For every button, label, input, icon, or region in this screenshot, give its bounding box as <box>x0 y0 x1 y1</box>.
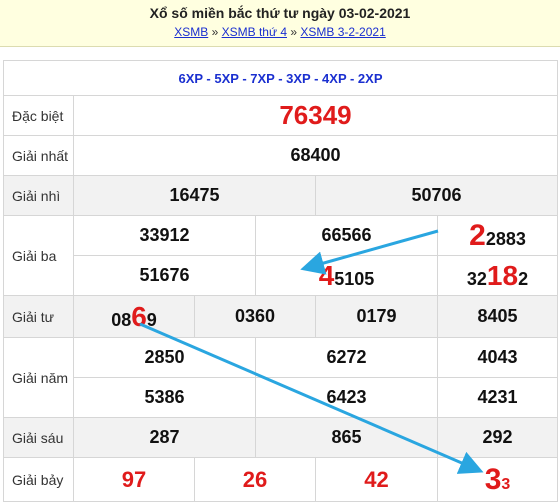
breadcrumb-xsmb-thu-4[interactable]: XSMB thứ 4 <box>221 25 287 39</box>
prize-number: 292 <box>437 417 558 458</box>
prize-number: 68400 <box>73 135 558 176</box>
prize-number: 97 <box>73 457 195 502</box>
breadcrumb-xsmb[interactable]: XSMB <box>174 25 209 39</box>
prize-number: 0360 <box>194 295 316 338</box>
prize-number-highlight: 32182 <box>437 255 558 296</box>
prize-label: Giải nhì <box>3 175 74 216</box>
highlight-digits: 18 <box>486 259 519 291</box>
prize-number: 51676 <box>73 255 256 296</box>
highlight-digit: 3 <box>484 462 502 496</box>
highlight-digit: 4 <box>318 259 335 291</box>
prize-row-dac-biet: Đặc biệt 76349 <box>3 95 558 136</box>
prize-row-nam-1: Giải năm 2850 6272 4043 <box>3 337 558 418</box>
codes-row: 6XP - 5XP - 7XP - 3XP - 4XP - 2XP <box>3 60 558 96</box>
prize-row-sau: Giải sáu 287 865 292 <box>3 417 558 458</box>
prize-number: 0179 <box>315 295 438 338</box>
breadcrumb: XSMB » XSMB thứ 4 » XSMB 3-2-2021 <box>0 24 560 40</box>
prize-number: 5386 <box>73 377 256 418</box>
prize-number: 42 <box>315 457 438 502</box>
prize-number-highlight: 33 <box>437 457 558 502</box>
prize-number: 6272 <box>255 337 438 378</box>
digits: 2 <box>518 268 529 289</box>
page-title: Xổ số miền bắc thứ tư ngày 03-02-2021 <box>149 5 411 21</box>
codes: 6XP - 5XP - 7XP - 3XP - 4XP - 2XP <box>3 60 558 96</box>
digits: 9 <box>146 309 157 330</box>
digits: 08 <box>111 309 132 330</box>
digits: 32 <box>466 268 487 289</box>
prize-label: Giải sáu <box>3 417 74 458</box>
prize-number: 66566 <box>255 215 438 256</box>
prize-number: 2850 <box>73 337 256 378</box>
prize-number: 16475 <box>73 175 316 216</box>
prize-number: 26 <box>194 457 316 502</box>
prize-row-tu: Giải tư 0869 0360 0179 8405 <box>3 295 558 338</box>
prize-number-highlight: 0869 <box>73 295 195 338</box>
prize-label: Giải tư <box>3 295 74 338</box>
breadcrumb-separator: » <box>290 25 298 39</box>
prize-label: Giải ba <box>3 215 74 296</box>
page-header: Xổ số miền bắc thứ tư ngày 03-02-2021 XS… <box>0 0 560 47</box>
prize-row-nhat: Giải nhất 68400 <box>3 135 558 176</box>
prize-row-bay: Giải bảy 97 26 42 33 <box>3 457 558 502</box>
prize-label: Đặc biệt <box>3 95 74 136</box>
breadcrumb-separator: » <box>211 25 219 39</box>
prize-label: Giải bảy <box>3 457 74 502</box>
prize-row-ba-1: Giải ba 33912 66566 22883 <box>3 215 558 296</box>
prize-row-nam-2: 5386 6423 4231 <box>4 377 558 418</box>
highlight-digit: 2 <box>469 218 486 252</box>
prize-row-nhi: Giải nhì 16475 50706 <box>3 175 558 216</box>
prize-number: 865 <box>255 417 438 458</box>
results-table: 6XP - 5XP - 7XP - 3XP - 4XP - 2XP Đặc bi… <box>3 60 558 502</box>
prize-number: 4043 <box>437 337 558 378</box>
digit: 3 <box>501 475 511 493</box>
prize-number-highlight: 22883 <box>437 215 558 256</box>
prize-number: 4231 <box>437 377 558 418</box>
digits: 2883 <box>485 228 526 249</box>
prize-number: 287 <box>73 417 256 458</box>
breadcrumb-xsmb-date[interactable]: XSMB 3-2-2021 <box>300 25 386 39</box>
prize-number: 50706 <box>315 175 558 216</box>
prize-row-ba-2: 51676 45105 32182 <box>4 255 558 296</box>
prize-label: Giải năm <box>3 337 74 418</box>
prize-number: 8405 <box>437 295 558 338</box>
prize-number-highlight: 45105 <box>255 255 438 296</box>
special-prize-number: 76349 <box>73 95 558 136</box>
prize-number: 33912 <box>73 215 256 256</box>
highlight-digit: 6 <box>131 300 147 332</box>
digits: 5105 <box>334 268 375 289</box>
prize-label: Giải nhất <box>3 135 74 176</box>
prize-number: 6423 <box>255 377 438 418</box>
